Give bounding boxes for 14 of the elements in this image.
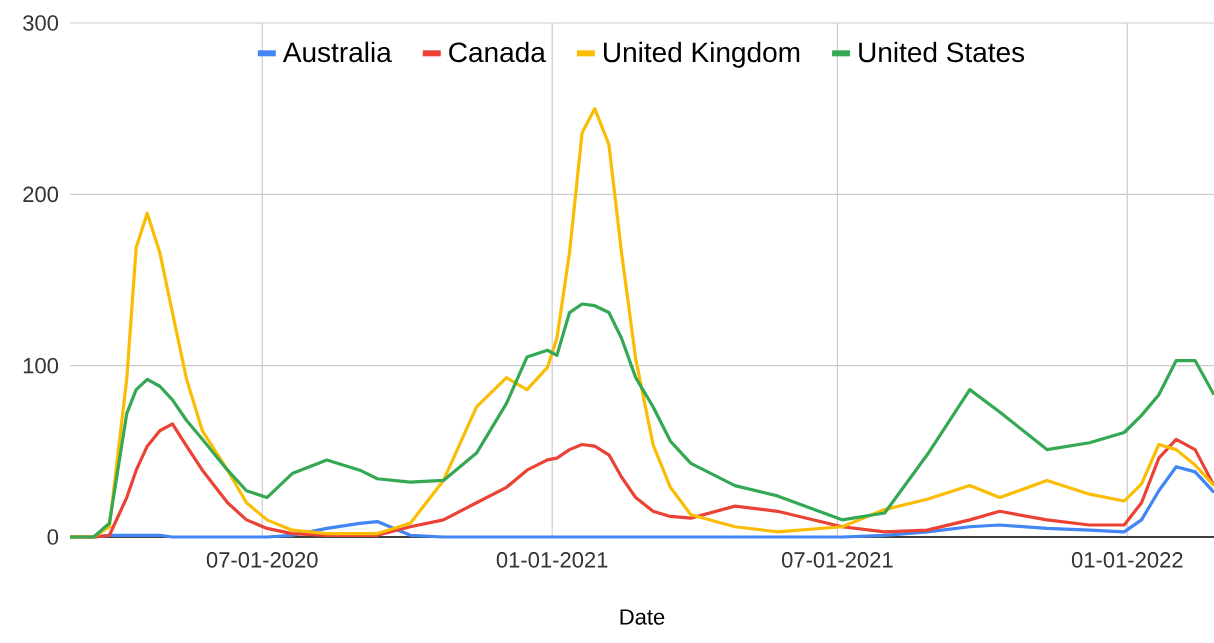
y-tick-label: 0 [47,529,59,545]
legend-label: Australia [282,41,392,63]
legend-label: United Kingdom [604,41,800,68]
y-tick-label: 200 [23,186,59,203]
legend-label: United States [859,41,1025,63]
line-series [68,302,1214,539]
y-tick-label: 300 [23,15,59,31]
x-tick-label: 07-01-2021 [781,552,893,568]
legend-label: Canada [449,41,546,63]
x-tick-label: 07-01-2020 [206,552,318,568]
x-axis-title: Date [620,609,665,625]
x-tick-label: 01-01-2021 [496,552,608,568]
x-tick-label: 01-01-2022 [1071,552,1183,568]
y-tick-label: 100 [23,357,59,374]
